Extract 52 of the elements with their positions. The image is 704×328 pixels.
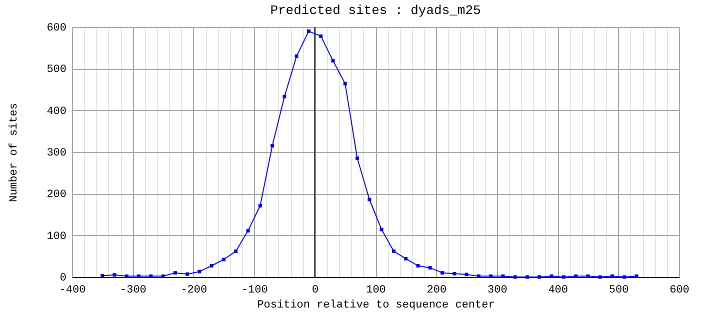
point [186, 272, 190, 276]
point [343, 82, 347, 86]
point [440, 271, 444, 275]
point [392, 249, 396, 253]
chart-title: Predicted sites : dyads_m25 [270, 3, 481, 18]
x-tick-label: 0 [312, 284, 319, 296]
point [149, 274, 153, 278]
x-tick-label: -400 [59, 284, 86, 296]
x-tick-label: 200 [426, 284, 447, 296]
y-axis-title: Number of sites [8, 102, 21, 202]
x-tick-label: 500 [608, 284, 629, 296]
x-axis-title: Position relative to sequence center [257, 300, 495, 312]
point [100, 274, 104, 278]
x-tick-label: -300 [120, 284, 146, 296]
x-tick-label: 300 [487, 284, 508, 296]
point [476, 274, 480, 278]
y-tick-label: 0 [60, 272, 66, 284]
x-tick-label: 400 [548, 284, 568, 296]
point [137, 274, 140, 278]
point [404, 256, 408, 260]
y-tick-label: 400 [46, 106, 66, 118]
point [489, 274, 493, 278]
point [550, 274, 554, 278]
point [258, 204, 262, 208]
point [234, 249, 238, 253]
point [161, 274, 165, 278]
point [282, 94, 286, 98]
x-tick-label: 100 [366, 284, 386, 296]
point [173, 271, 177, 275]
point [319, 34, 323, 38]
point [610, 274, 614, 278]
x-tick-label: 600 [670, 284, 690, 296]
point [307, 29, 310, 33]
point [574, 274, 578, 278]
point [428, 266, 432, 270]
y-tick-label: 600 [46, 22, 66, 34]
point [198, 270, 202, 274]
y-tick-label: 300 [46, 148, 66, 160]
y-tick-label: 500 [46, 64, 66, 76]
point [270, 144, 274, 148]
point [586, 274, 590, 278]
y-tick-label: 100 [46, 230, 66, 243]
x-tick-label: -100 [241, 284, 268, 296]
point [246, 229, 250, 232]
point [124, 274, 128, 278]
point [501, 274, 505, 278]
point [452, 272, 456, 276]
x-tick-label: -200 [180, 284, 208, 296]
point [294, 54, 298, 58]
point [210, 264, 214, 268]
y-tick-label: 200 [46, 189, 66, 202]
point [356, 156, 360, 160]
